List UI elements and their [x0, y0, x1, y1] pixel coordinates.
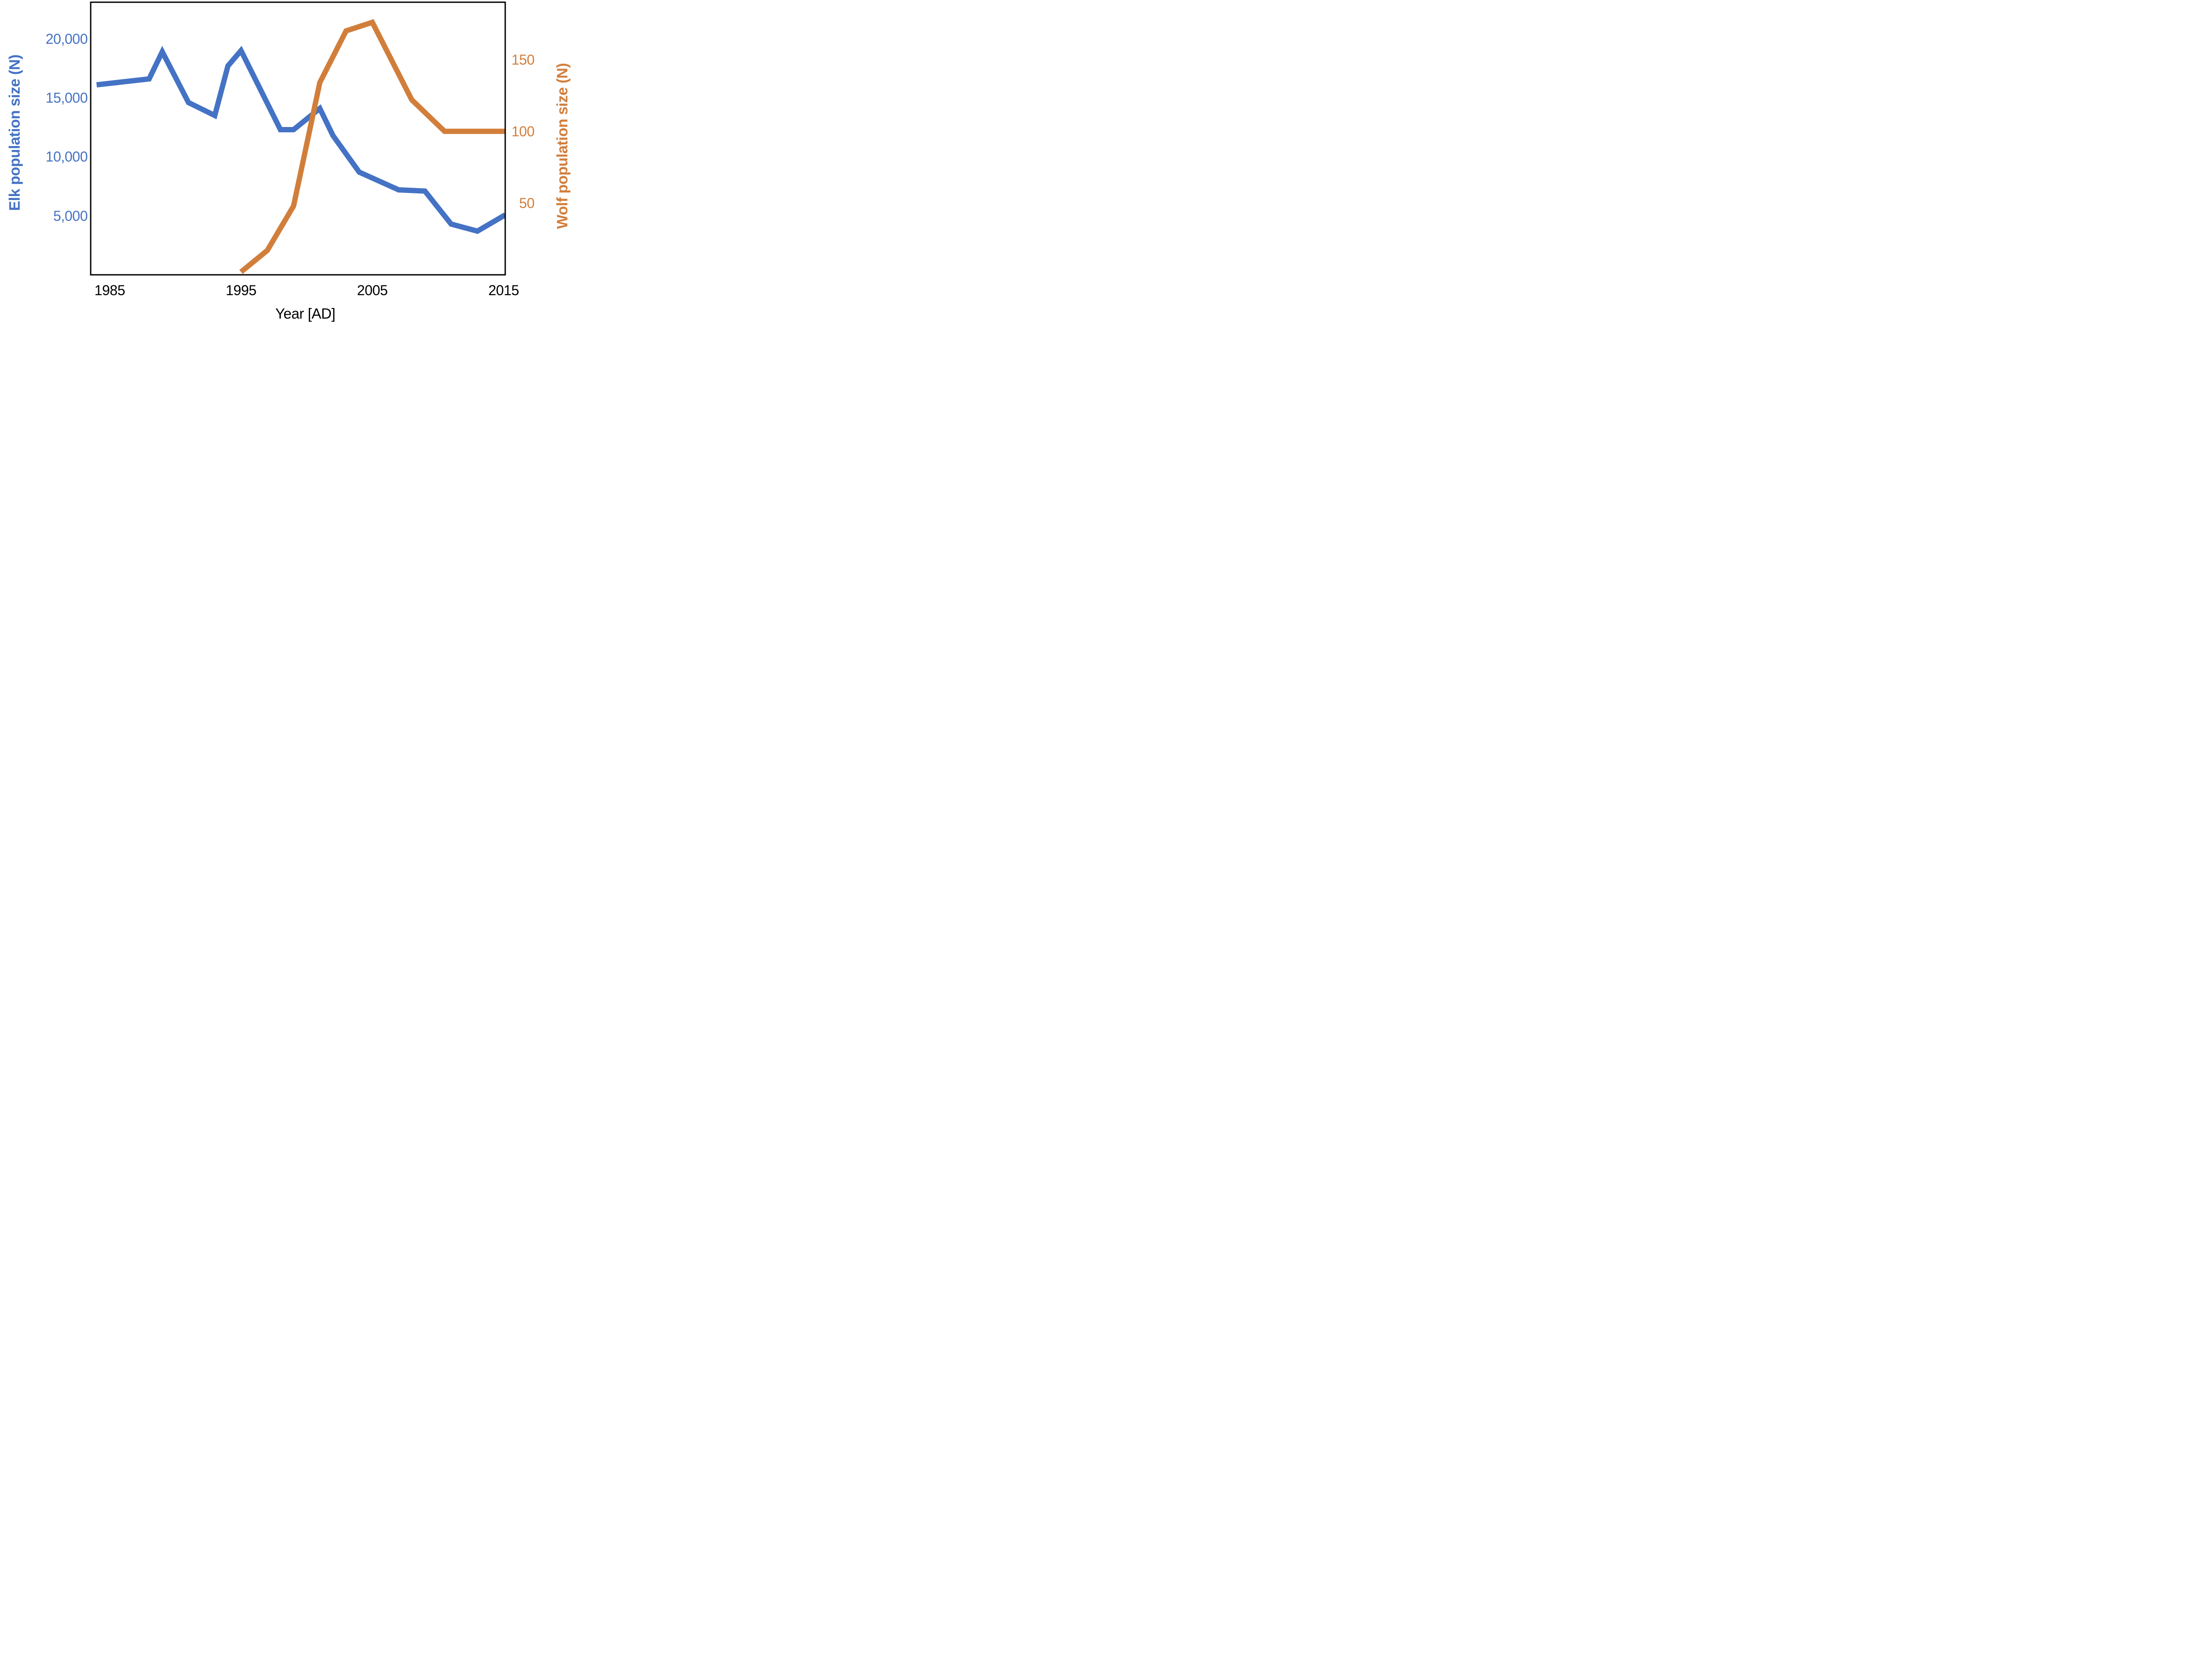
x-axis-tick-label: 1985 — [94, 282, 125, 298]
line-chart — [90, 1, 506, 276]
y-axis-right-title: Wolf population size (N) — [554, 63, 571, 229]
y-axis-left-tick-label: 15,000 — [46, 90, 88, 106]
y-axis-right-tick-label: 100 — [511, 123, 534, 139]
y-axis-right-tick-label: 50 — [519, 195, 534, 211]
y-axis-left-tick-label: 20,000 — [46, 31, 88, 47]
y-axis-left-tick-label: 10,000 — [46, 149, 88, 165]
y-axis-left-title: Elk population size (N) — [6, 54, 23, 211]
x-axis-title: Year [AD] — [275, 305, 335, 322]
wolf-series-line — [239, 19, 505, 274]
y-axis-right-tick-label: 150 — [511, 51, 534, 68]
y-axis-left-tick-label: 5,000 — [53, 208, 88, 224]
x-axis-tick-label: 2015 — [488, 282, 519, 298]
x-axis-tick-label: 1995 — [226, 282, 257, 298]
elk-series-line — [96, 46, 505, 234]
plot-area-border — [90, 1, 506, 276]
x-axis-tick-label: 2005 — [357, 282, 388, 298]
dual-axis-line-chart-figure: 20,000 15,000 10,000 5,000 150 100 50 1985 1995 2… — [0, 0, 575, 334]
